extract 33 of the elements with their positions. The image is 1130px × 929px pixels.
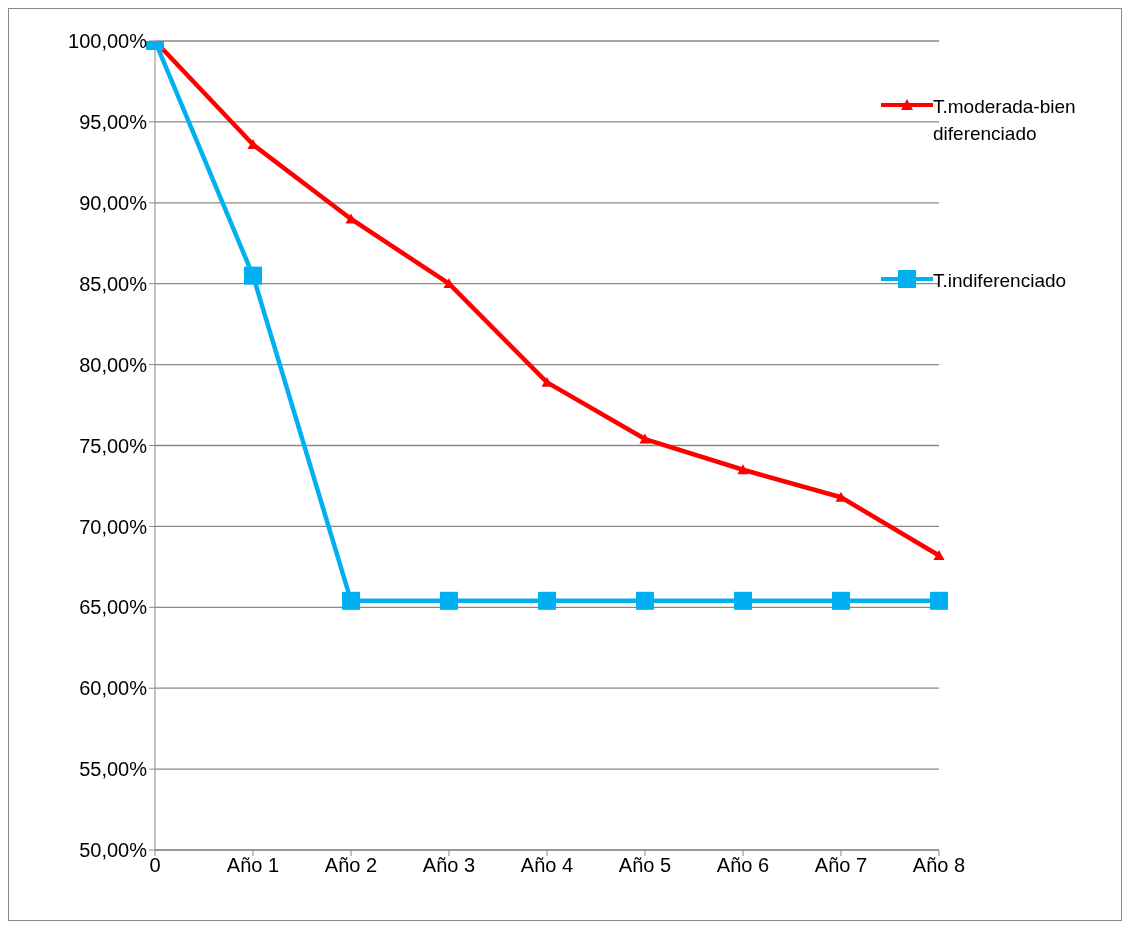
x-tick-label: 0 [149, 854, 161, 877]
y-tick-label: 85,00% [79, 272, 148, 295]
point [933, 550, 945, 560]
y-tick-label: 100,00% [68, 30, 148, 53]
y-tick-label: 90,00% [79, 191, 148, 214]
y-tick-label: 95,00% [79, 111, 148, 133]
point [639, 433, 651, 444]
y-tick-label: 60,00% [79, 677, 148, 700]
y-tick-label: 55,00% [79, 758, 148, 781]
x-tick-label: Año 6 [716, 854, 770, 877]
point [342, 591, 360, 610]
x-tick-label: Año 4 [520, 854, 574, 877]
legend-label: T.indiferenciado [933, 269, 1067, 293]
point [636, 591, 654, 610]
x-tick-label: Año 7 [814, 854, 868, 877]
point [737, 464, 749, 475]
point [440, 591, 458, 610]
x-tick-label: Año 8 [912, 854, 966, 877]
point [734, 591, 752, 610]
x-tick-label: Año 5 [618, 854, 672, 877]
x-tick-label: Año 2 [324, 854, 378, 877]
y-tick-label: 50,00% [79, 839, 148, 862]
point [538, 591, 556, 610]
legend-label: T.moderada-bien diferenciado [933, 95, 1077, 146]
y-tick-label: 75,00% [79, 434, 148, 457]
x-tick-label: Año 3 [422, 854, 476, 877]
y-tick-label: 65,00% [79, 596, 148, 619]
point [832, 591, 850, 610]
y-tick-label: 70,00% [79, 515, 148, 538]
point [244, 266, 262, 285]
point [930, 591, 948, 610]
x-tick-label: Año 1 [226, 854, 280, 877]
y-tick-label: 80,00% [79, 353, 148, 376]
